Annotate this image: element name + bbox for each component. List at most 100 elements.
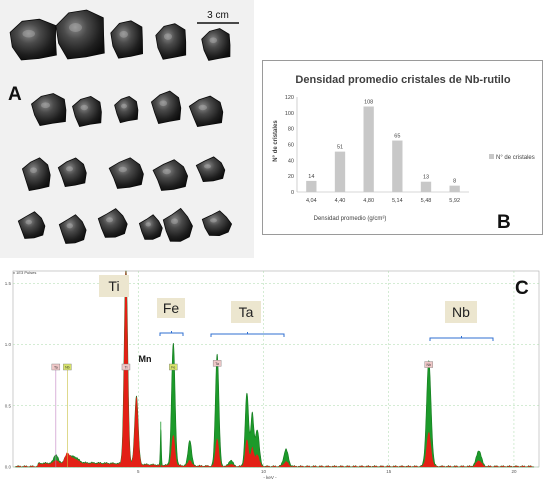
crystal-highlight bbox=[171, 218, 178, 225]
marker-box bbox=[121, 363, 131, 371]
marker-label: Ta bbox=[215, 362, 219, 366]
crystal-highlight bbox=[80, 104, 88, 111]
crystal-grain bbox=[110, 20, 144, 59]
x-tick-label: 15 bbox=[386, 469, 392, 474]
crystal-grain bbox=[188, 95, 224, 127]
density-chart-axes: 0 20 40 60 80 100 120 bbox=[285, 95, 469, 196]
element-label-box bbox=[231, 301, 261, 323]
x-tick-label: 5,48 bbox=[421, 198, 432, 204]
crystal-grain bbox=[155, 23, 187, 60]
density-chart-title: Densidad promedio cristales de Nb-rutilo bbox=[295, 74, 510, 86]
element-label-mn: Mn bbox=[139, 354, 152, 364]
y-tick-label: 0 bbox=[291, 190, 294, 196]
y-tick-label: 1.0 bbox=[5, 342, 12, 347]
crystal-highlight bbox=[198, 104, 207, 111]
x-tick-label: 5 bbox=[137, 469, 140, 474]
crystal-grain bbox=[150, 90, 182, 124]
bar-data-label: 8 bbox=[453, 179, 456, 185]
density-chart-ylabel: N° de cristales bbox=[273, 120, 279, 162]
crystal-grain bbox=[108, 157, 144, 189]
crystal-grain bbox=[17, 211, 46, 239]
eds-header: x 1E3 Pulses bbox=[13, 270, 36, 275]
crystal-highlight bbox=[162, 168, 171, 175]
crystal-highlight bbox=[66, 223, 73, 229]
crystal-grain bbox=[97, 208, 128, 238]
y-tick-label: 0.0 bbox=[5, 465, 12, 470]
element-label-box bbox=[445, 301, 477, 323]
y-tick-label: 20 bbox=[288, 174, 294, 180]
crystal-highlight bbox=[25, 219, 32, 225]
crystal-grain bbox=[114, 95, 139, 124]
marker-box bbox=[51, 363, 61, 371]
bar-data-label: 51 bbox=[337, 145, 343, 151]
crystal-grain bbox=[31, 93, 67, 126]
marker-box bbox=[424, 361, 433, 368]
crystals-photo-panel: 3 cm A bbox=[0, 0, 254, 258]
crystal-highlight bbox=[22, 29, 35, 38]
marker-label: Ta bbox=[54, 366, 58, 370]
histogram-bar bbox=[420, 181, 432, 192]
eds-element-markers: Ta Nb Ti Fe Ta Nb bbox=[51, 360, 433, 467]
marker-box bbox=[169, 363, 178, 371]
element-label-ti: Ti bbox=[108, 278, 119, 294]
crystal-highlight bbox=[30, 167, 37, 174]
crystal-highlight bbox=[204, 164, 211, 169]
marker-label: Ti bbox=[125, 366, 128, 370]
x-tick-label: 10 bbox=[261, 469, 267, 474]
eds-spectrum-panel: 0.0 0.5 1.0 1.5 5 10 15 20 Ta Nb Ti Fe Ta Nb Ti Fe Ta N… bbox=[0, 258, 548, 486]
marker-box bbox=[212, 360, 222, 367]
density-chart: Densidad promedio cristales de Nb-rutilo… bbox=[273, 74, 535, 233]
legend-label: N° de cristales bbox=[496, 155, 535, 161]
marker-box bbox=[63, 363, 72, 371]
crystal-highlight bbox=[119, 30, 128, 38]
crystal-highlight bbox=[145, 222, 151, 227]
eds-xlabel: - keV - bbox=[263, 475, 277, 480]
density-chart-bars: 14 4,04 51 4,40 108 4,80 65 5,14 13 5,48 8 5,92 bbox=[306, 100, 460, 205]
x-tick-label: 4,40 bbox=[335, 198, 346, 204]
y-tick-label: 60 bbox=[288, 143, 294, 149]
crystal-grain bbox=[9, 18, 57, 61]
bar-data-label: 13 bbox=[423, 175, 429, 181]
x-tick-label: 20 bbox=[511, 469, 517, 474]
element-label-ta: Ta bbox=[239, 304, 254, 320]
marker-label: Fe bbox=[171, 366, 175, 370]
x-tick-label: 4,04 bbox=[306, 198, 317, 204]
crystal-highlight bbox=[164, 33, 172, 40]
y-tick-label: 120 bbox=[285, 95, 294, 101]
histogram-bar bbox=[306, 180, 317, 192]
crystal-highlight bbox=[41, 102, 50, 109]
plot-border bbox=[12, 270, 540, 468]
bar-data-label: 65 bbox=[394, 134, 400, 140]
histogram-bar bbox=[392, 140, 403, 192]
crystal-grain bbox=[201, 28, 231, 61]
crystals-photo: 3 cm A bbox=[0, 0, 254, 258]
histogram-bar bbox=[334, 151, 346, 192]
eds-red-spectrum bbox=[15, 271, 534, 467]
crystal-highlight bbox=[66, 166, 73, 172]
crystal-highlight bbox=[159, 100, 167, 107]
y-tick-label: 80 bbox=[288, 127, 294, 133]
element-bracket bbox=[429, 336, 494, 341]
histogram-bar bbox=[363, 106, 374, 192]
crystal-grain bbox=[57, 157, 87, 188]
marker-label: Nb bbox=[65, 366, 70, 370]
crystal-highlight bbox=[106, 217, 113, 223]
y-tick-label: 1.5 bbox=[5, 281, 12, 286]
x-tick-label: 5,92 bbox=[449, 198, 460, 204]
eds-spectrum: 0.0 0.5 1.0 1.5 5 10 15 20 Ta Nb Ti Fe Ta Nb Ti Fe Ta N… bbox=[5, 270, 540, 480]
panel-label-c: C bbox=[515, 278, 529, 299]
x-tick-label: 5,14 bbox=[392, 198, 403, 204]
crystal-highlight bbox=[118, 166, 127, 173]
y-tick-label: 100 bbox=[285, 111, 294, 117]
crystal-highlight bbox=[121, 103, 127, 109]
marker-label: Nb bbox=[427, 363, 432, 367]
bar-data-label: 108 bbox=[364, 100, 373, 106]
crystal-grain bbox=[201, 210, 233, 237]
crystal-grain bbox=[21, 157, 51, 191]
crystal-highlight bbox=[210, 218, 217, 223]
panel-label-b: B bbox=[497, 212, 511, 233]
eds-element-labels: Ti Fe Ta Nb Mn bbox=[99, 275, 494, 364]
crystal-grain bbox=[72, 95, 102, 127]
y-tick-label: 0.5 bbox=[5, 403, 12, 408]
crystal-grain bbox=[162, 207, 193, 242]
